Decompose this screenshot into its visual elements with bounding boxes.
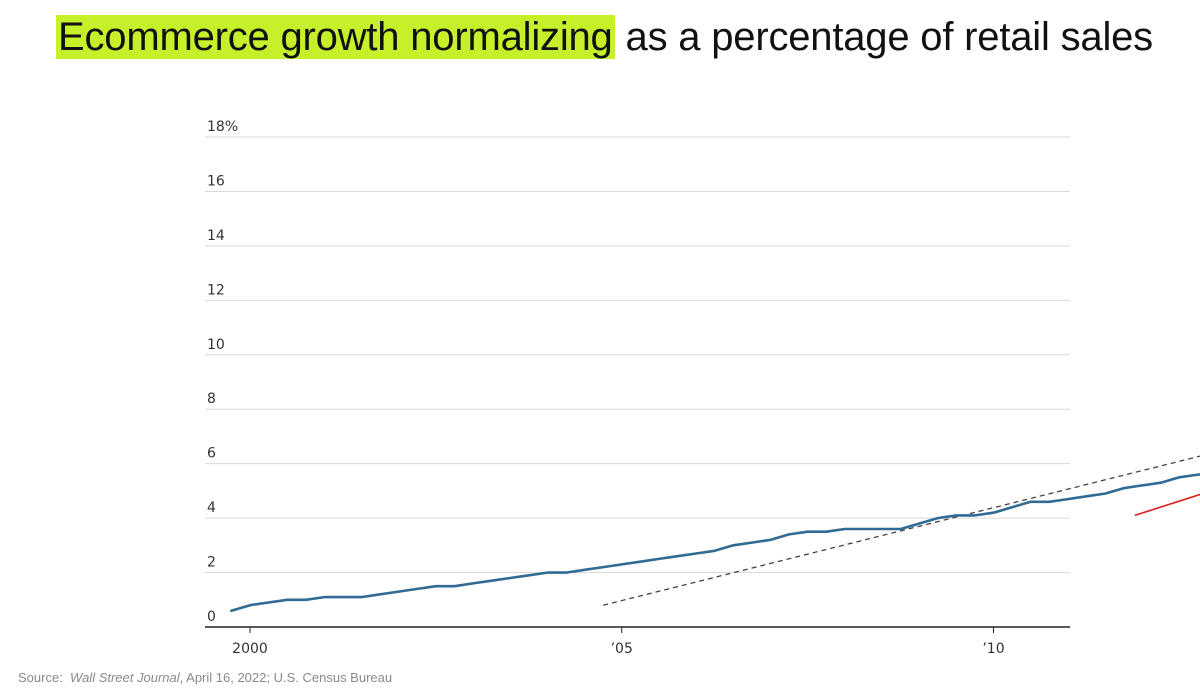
trendlines [603,455,1200,606]
y-tick-label: 4 [207,500,216,516]
source-note: Source: Wall Street Journal, April 16, 2… [18,670,392,685]
y-tick-label: 8 [207,391,216,407]
y-tick-label: 18% [207,119,238,135]
source-publication: Wall Street Journal [70,670,180,685]
y-tick-label: 2 [207,555,216,571]
y-tick-labels: 0 2 4 6 8 10 12 14 16 18% [207,119,238,625]
x-tick-label: 2000 [232,641,268,657]
dashed-trendline [603,455,1200,606]
x-tick-label: ’05 [611,641,633,657]
x-tick-marks [249,627,994,633]
ecommerce-share-line [230,473,1200,613]
title-highlight: Ecommerce growth normalizing [56,15,615,59]
x-tick-label: ’10 [982,641,1004,657]
y-tick-label: 10 [207,337,225,353]
chart-title: Ecommerce growth normalizing as a percen… [56,10,1153,64]
source-rest: , April 16, 2022; U.S. Census Bureau [179,670,393,685]
y-tick-label: 0 [207,609,216,625]
source-label: Source: [18,670,63,685]
gridlines [205,136,1070,628]
y-tick-label: 14 [207,228,225,244]
title-rest: as a percentage of retail sales [614,15,1154,59]
series [230,473,1200,613]
y-tick-label: 12 [207,282,225,298]
x-tick-labels: 2000’05’10’15’20 [232,641,1004,657]
y-tick-label: 6 [207,446,216,462]
y-tick-label: 16 [207,173,225,189]
